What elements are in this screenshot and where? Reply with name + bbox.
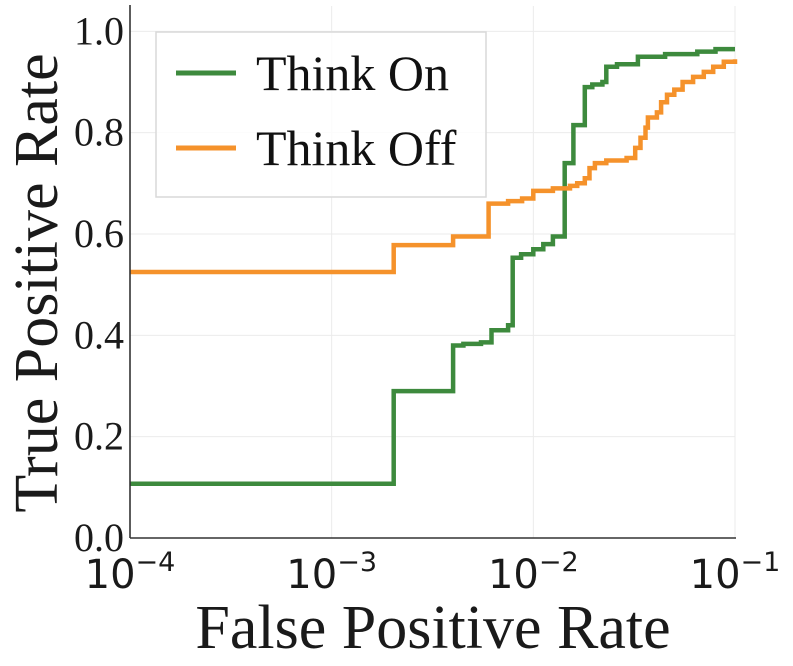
axes — [129, 5, 736, 539]
y-tick-label: 0.4 — [74, 312, 124, 357]
x-tick-label: 10−4 — [85, 547, 176, 598]
legend-label: Think Off — [256, 120, 457, 176]
y-tick-label: 0.2 — [74, 414, 124, 459]
legend-box — [155, 31, 487, 198]
x-tick-label: 10−2 — [488, 547, 579, 598]
tick-labels: 0.0 0.2 0.4 0.6 0.8 1.0 10−4 10−3 10−2 10−1 — [74, 8, 780, 598]
y-tick-label: 0.8 — [74, 110, 124, 155]
legend: Think On Think Off — [155, 31, 487, 198]
legend-label: Think On — [256, 45, 449, 101]
x-tick-label: 10−1 — [690, 547, 781, 598]
x-tick-label: 10−3 — [286, 547, 377, 598]
x-axis-label: False Positive Rate — [195, 594, 670, 662]
y-tick-label: 0.0 — [74, 515, 124, 560]
series-line-think-off — [130, 59, 738, 275]
y-axis-label: True Positive Rate — [3, 53, 71, 512]
series-lines — [130, 46, 738, 487]
y-tick-label: 1.0 — [74, 8, 124, 53]
series-line-think-on — [130, 46, 735, 487]
y-tick-label: 0.6 — [74, 211, 124, 256]
